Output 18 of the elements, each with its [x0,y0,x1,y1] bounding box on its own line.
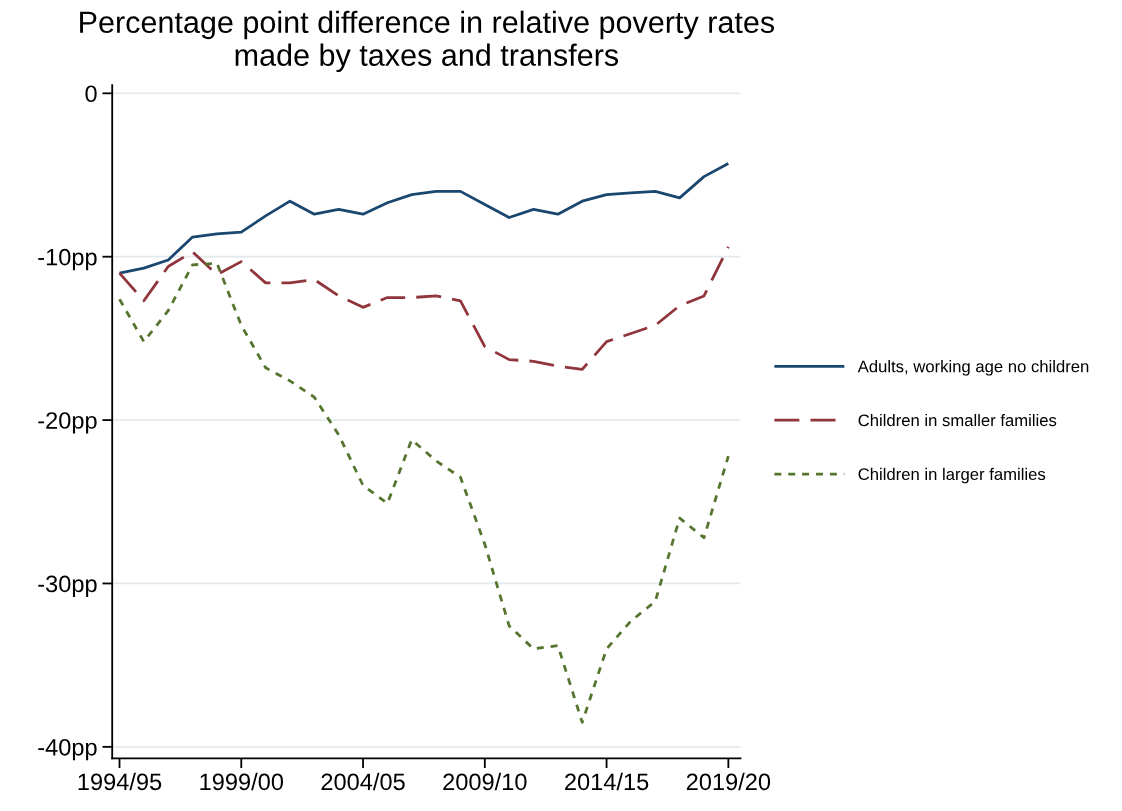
y-tick-label: -40pp [38,738,97,761]
line-series [118,245,730,371]
legend-label: Children in smaller families [858,413,1057,427]
chart-title: Percentage point difference in relative poverty rates made by taxes and transfers [80,10,775,73]
line-series [118,261,730,724]
legend-label: Adults, working age no children [857,360,1089,376]
y-tick-label: 0 [85,85,97,103]
y-tick-label: -30pp [38,575,97,597]
x-tick-label: 2004/05 [321,772,405,791]
x-tick-label: 2009/10 [443,772,527,791]
x-tick-label: 1994/95 [78,772,162,791]
y-tick-label: -20pp [38,412,97,434]
x-tick-label: 1999/00 [200,772,284,791]
legend-label: Children in larger families [858,467,1046,484]
x-tick-label: 2019/20 [686,772,771,791]
line-series [118,162,730,275]
x-tick-label: 2014/15 [565,772,649,791]
y-tick-label: -10pp [38,248,97,271]
